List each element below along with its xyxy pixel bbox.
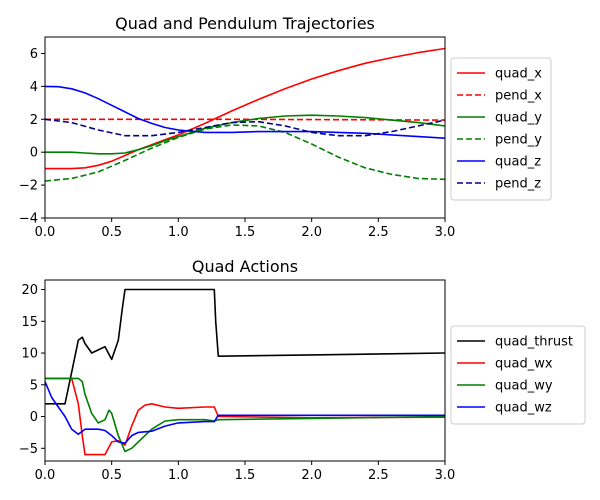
y-tick-label: −4: [19, 212, 38, 227]
x-tick-label: 0.0: [35, 225, 56, 240]
legend-label-pend_x: pend_x: [495, 89, 542, 104]
x-tick-label: 0.0: [35, 468, 56, 483]
x-tick-label: 1.5: [235, 468, 256, 483]
x-tick-label: 2.5: [368, 225, 389, 240]
y-tick-label: 4: [30, 80, 38, 95]
actions-panel: Quad Actions 0.0 0.5 1.0 1.5 2.0 2.5 3.0 −5 0 5 10 1…: [19, 257, 586, 483]
y-tick-label: 10: [21, 347, 38, 362]
x-tick-label: 3.0: [435, 225, 456, 240]
y-tick-label: 15: [21, 315, 38, 330]
y-tick-label: 2: [30, 113, 38, 128]
legend-label-quad_z: quad_z: [495, 155, 541, 170]
x-tick-label: 1.0: [168, 468, 189, 483]
legend-box: [450, 325, 586, 425]
legend-label-pend_y: pend_y: [495, 133, 542, 148]
series-line-pend_y: [45, 124, 445, 182]
y-tick-label: 0: [30, 146, 38, 161]
series-line-pend_x: [45, 118, 445, 121]
y-tick-label: 20: [21, 283, 38, 298]
legend-box: [450, 57, 552, 201]
x-tick-label: 2.0: [301, 468, 322, 483]
legend-label-quad_wz: quad_wz: [495, 401, 552, 416]
plot-area: [45, 288, 445, 456]
y-tick-label: −2: [19, 179, 38, 194]
x-tick-label: 1.5: [235, 225, 256, 240]
axes-frame: [44, 36, 446, 219]
legend-label-quad_thrust: quad_thrust: [495, 335, 573, 350]
x-tick-label: 2.0: [301, 225, 322, 240]
legend-label-quad_x: quad_x: [495, 67, 542, 82]
y-tick-label: −5: [19, 442, 38, 457]
legend-label-pend_z: pend_z: [495, 177, 541, 192]
series-line-quad_thrust: [45, 288, 445, 405]
series-line-quad_wz: [45, 381, 445, 444]
x-tick-label: 0.5: [101, 468, 122, 483]
legend: quad_x pend_x quad_y pend_y quad_z pend_z: [450, 57, 552, 201]
legend-label-quad_wy: quad_wy: [495, 379, 553, 394]
y-tick-label: 5: [30, 378, 38, 393]
plot-area: [45, 47, 445, 182]
x-tick-label: 3.0: [435, 468, 456, 483]
trajectories-panel: Quad and Pendulum Trajectories 0.0 0.5 1.0 1…: [19, 14, 552, 240]
series-line-quad_wx: [45, 377, 445, 456]
series-line-quad_x: [45, 47, 445, 170]
legend-label-quad_y: quad_y: [495, 111, 542, 126]
axes-frame: [44, 279, 446, 462]
legend-label-quad_wx: quad_wx: [495, 357, 553, 372]
x-tick-label: 0.5: [101, 225, 122, 240]
series-line-quad_z: [45, 85, 445, 139]
series-line-pend_z: [45, 118, 445, 137]
legend: quad_thrust quad_wx quad_wy quad_wz: [450, 325, 586, 425]
chart-title: Quad Actions: [192, 257, 298, 276]
x-tick-label: 1.0: [168, 225, 189, 240]
y-tick-label: 6: [30, 47, 38, 62]
series-line-quad_wy: [45, 377, 445, 453]
chart-title: Quad and Pendulum Trajectories: [115, 14, 375, 33]
y-tick-label: 0: [30, 410, 38, 425]
x-tick-label: 2.5: [368, 468, 389, 483]
